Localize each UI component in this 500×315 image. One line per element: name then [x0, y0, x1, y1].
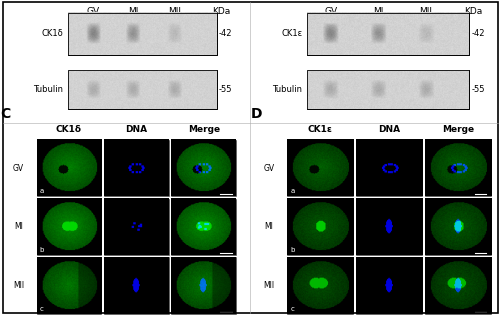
Text: Tubulin: Tubulin	[33, 85, 63, 94]
Bar	[68, 71, 216, 110]
Text: c: c	[40, 306, 44, 312]
Text: -42: -42	[471, 29, 484, 38]
Bar	[288, 140, 354, 196]
Bar	[307, 71, 469, 110]
Bar	[36, 257, 102, 314]
Bar	[172, 199, 236, 255]
Bar	[425, 257, 491, 314]
Bar	[36, 140, 102, 196]
Text: Merge: Merge	[188, 125, 220, 135]
Text: MI: MI	[374, 7, 384, 16]
Text: DNA: DNA	[378, 125, 400, 135]
Bar	[68, 13, 216, 55]
Text: -55: -55	[471, 85, 484, 94]
Text: CK1δ: CK1δ	[56, 125, 82, 135]
Text: MII: MII	[420, 7, 432, 16]
Text: a: a	[290, 188, 294, 194]
Bar	[307, 13, 469, 55]
Text: A: A	[0, 0, 11, 1]
Text: D: D	[250, 106, 262, 121]
Text: KDa: KDa	[212, 7, 231, 16]
Text: MII: MII	[168, 7, 181, 16]
Bar	[307, 71, 469, 110]
Text: B: B	[250, 0, 261, 1]
Text: -55: -55	[219, 85, 232, 94]
Text: GV: GV	[264, 163, 274, 173]
Text: a: a	[40, 188, 44, 194]
Text: MI: MI	[264, 222, 274, 231]
Text: DNA: DNA	[126, 125, 148, 135]
Text: MI: MI	[128, 7, 138, 16]
Bar	[104, 140, 168, 196]
Text: -42: -42	[219, 29, 232, 38]
Text: MI: MI	[14, 222, 23, 231]
Text: CK1ε: CK1ε	[282, 29, 302, 38]
Text: Merge: Merge	[442, 125, 474, 135]
Bar	[288, 199, 354, 255]
Bar	[307, 13, 469, 55]
Text: CK1δ: CK1δ	[42, 29, 63, 38]
Text: C: C	[0, 106, 10, 121]
Text: MII: MII	[264, 281, 274, 290]
Text: GV: GV	[87, 7, 100, 16]
Bar	[104, 257, 168, 314]
Text: CK1ε: CK1ε	[308, 125, 333, 135]
Bar	[172, 140, 236, 196]
Text: GV: GV	[13, 163, 24, 173]
Text: GV: GV	[324, 7, 338, 16]
Bar	[425, 199, 491, 255]
Text: b: b	[290, 247, 294, 253]
Bar	[425, 140, 491, 196]
Bar	[68, 13, 216, 55]
Bar	[356, 199, 422, 255]
Text: b: b	[40, 247, 44, 253]
Bar	[172, 257, 236, 314]
Text: Tubulin: Tubulin	[272, 85, 302, 94]
Bar	[104, 199, 168, 255]
Bar	[36, 199, 102, 255]
Bar	[68, 71, 216, 110]
Bar	[356, 257, 422, 314]
Text: c: c	[290, 306, 294, 312]
Text: KDa: KDa	[464, 7, 482, 16]
Bar	[356, 140, 422, 196]
Text: MII: MII	[13, 281, 24, 290]
Bar	[288, 257, 354, 314]
